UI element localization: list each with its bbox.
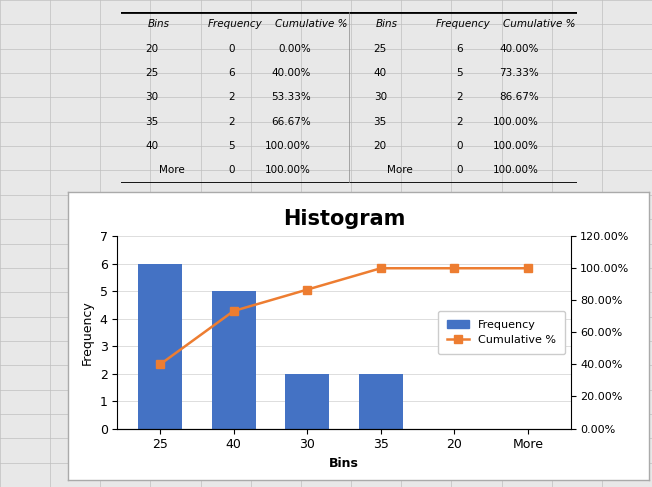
Text: 53.33%: 53.33% (271, 93, 311, 102)
Text: 2: 2 (228, 117, 235, 127)
Text: More: More (387, 166, 413, 175)
Text: 0.00%: 0.00% (278, 44, 311, 54)
Y-axis label: Frequency: Frequency (81, 300, 94, 365)
Text: 35: 35 (145, 117, 158, 127)
Text: 40: 40 (145, 141, 158, 151)
Text: Bins: Bins (147, 19, 170, 29)
Text: 25: 25 (145, 68, 158, 78)
Text: 5: 5 (456, 68, 463, 78)
Text: 100.00%: 100.00% (493, 117, 539, 127)
Bar (211, 291, 256, 429)
X-axis label: Bins: Bins (329, 457, 359, 470)
Text: 100.00%: 100.00% (493, 166, 539, 175)
Text: 2: 2 (456, 93, 463, 102)
Text: 25: 25 (374, 44, 387, 54)
Text: 0: 0 (456, 141, 463, 151)
Text: 40.00%: 40.00% (499, 44, 539, 54)
Text: 66.67%: 66.67% (271, 117, 311, 127)
Text: 2: 2 (228, 93, 235, 102)
Text: 30: 30 (374, 93, 387, 102)
Bar (138, 263, 182, 429)
Text: Bins: Bins (376, 19, 398, 29)
Text: 0: 0 (228, 44, 235, 54)
Text: 86.67%: 86.67% (499, 93, 539, 102)
Text: Frequency: Frequency (207, 19, 262, 29)
Text: 0: 0 (456, 166, 463, 175)
Text: 2: 2 (456, 117, 463, 127)
Text: 73.33%: 73.33% (499, 68, 539, 78)
Text: 40.00%: 40.00% (271, 68, 311, 78)
Text: 0: 0 (228, 166, 235, 175)
Text: 100.00%: 100.00% (265, 166, 311, 175)
Text: Cumulative %: Cumulative % (274, 19, 347, 29)
Legend: Frequency, Cumulative %: Frequency, Cumulative % (438, 311, 565, 354)
Text: More: More (158, 166, 185, 175)
Text: 20: 20 (374, 141, 387, 151)
Text: 5: 5 (228, 141, 235, 151)
Text: 40: 40 (374, 68, 387, 78)
Text: Cumulative %: Cumulative % (503, 19, 575, 29)
Text: 6: 6 (456, 44, 463, 54)
Bar (359, 374, 403, 429)
Text: Frequency: Frequency (436, 19, 490, 29)
Text: 35: 35 (374, 117, 387, 127)
Text: 6: 6 (228, 68, 235, 78)
Bar (285, 374, 329, 429)
Text: 100.00%: 100.00% (265, 141, 311, 151)
Title: Histogram: Histogram (283, 209, 405, 229)
Text: 100.00%: 100.00% (493, 141, 539, 151)
Text: 20: 20 (145, 44, 158, 54)
Text: 30: 30 (145, 93, 158, 102)
